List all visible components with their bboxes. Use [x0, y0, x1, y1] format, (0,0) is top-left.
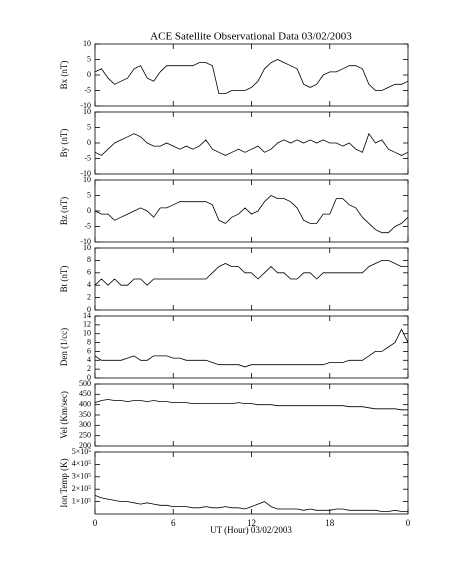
y-tick-label: 4 [87, 280, 91, 289]
y-tick-label: -10 [80, 237, 91, 246]
y-axis-label: By (nT) [59, 129, 69, 158]
y-tick-label: 4×10⁵ [72, 459, 92, 468]
panel-frame [94, 179, 409, 243]
y-tick-label: 3×10⁵ [72, 472, 92, 481]
data-line [94, 195, 409, 234]
y-tick-label: 8 [87, 337, 91, 346]
x-tick-label: 18 [325, 518, 335, 528]
y-tick-label: 0 [87, 138, 91, 147]
panel-frame [94, 315, 409, 379]
data-line [94, 260, 408, 286]
panel-frame [94, 451, 409, 515]
x-tick-label: 12 [247, 518, 256, 528]
y-axis-label: Bz (nT) [59, 197, 69, 225]
panel-frame [94, 111, 409, 175]
x-tick-label: 0 [93, 518, 98, 528]
y-tick-label: 5×10⁵ [72, 447, 92, 456]
y-tick-label: 5 [87, 54, 91, 63]
y-tick-label: 1×10⁵ [72, 496, 92, 505]
y-tick-label: 10 [83, 243, 91, 252]
y-tick-label: 0 [87, 305, 91, 314]
y-tick-label: 450 [79, 389, 91, 398]
y-tick-label: 14 [83, 311, 91, 320]
y-tick-label: 8 [87, 255, 91, 264]
y-tick-label: 200 [79, 441, 91, 450]
y-tick-label: 6 [87, 268, 91, 277]
x-tick-label: 0 [406, 518, 411, 528]
y-tick-label: 400 [79, 399, 91, 408]
panel-frame [94, 383, 409, 447]
y-axis-label: Bt (nT) [59, 266, 69, 293]
y-tick-label: 0 [87, 70, 91, 79]
y-tick-label: 500 [79, 379, 91, 388]
y-tick-label: 4 [87, 355, 91, 364]
y-tick-label: -5 [84, 221, 91, 230]
y-tick-label: -5 [84, 85, 91, 94]
y-tick-label: 6 [87, 346, 91, 355]
y-tick-label: 12 [83, 320, 91, 329]
y-tick-label: 10 [83, 39, 91, 48]
y-tick-label: 10 [83, 175, 91, 184]
data-line [94, 399, 408, 411]
y-tick-label: -10 [80, 169, 91, 178]
y-tick-label: 10 [83, 107, 91, 116]
y-tick-label: 250 [79, 430, 91, 439]
x-axis-label: UT (Hour) 03/02/2003 [210, 525, 292, 535]
y-tick-label: 2 [87, 364, 91, 373]
y-tick-label: -5 [84, 153, 91, 162]
chart-title: ACE Satellite Observational Data 03/02/2… [150, 31, 352, 43]
panel-frame [94, 247, 409, 311]
y-axis-label: Vel (Km/sec) [59, 391, 69, 439]
y-tick-label: 2×10⁵ [72, 484, 92, 493]
y-axis-label: Bx (nT) [59, 61, 69, 90]
y-tick-label: 10 [83, 329, 91, 338]
y-tick-label: -10 [80, 101, 91, 110]
data-line [94, 495, 408, 512]
x-tick-label: 6 [171, 518, 176, 528]
panel-frame [94, 43, 409, 107]
data-line [94, 328, 409, 368]
y-tick-label: 350 [79, 410, 91, 419]
y-tick-label: 300 [79, 420, 91, 429]
y-tick-label: 5 [87, 122, 91, 131]
y-tick-label: 2 [87, 292, 91, 301]
y-tick-label: 0 [87, 206, 91, 215]
data-line [94, 132, 409, 156]
y-tick-label: 0 [87, 373, 91, 382]
y-axis-label: Den (1/cc) [59, 328, 69, 366]
y-tick-label: 5 [87, 190, 91, 199]
y-axis-label: Ion Temp (K) [59, 458, 69, 507]
data-line [94, 59, 409, 94]
